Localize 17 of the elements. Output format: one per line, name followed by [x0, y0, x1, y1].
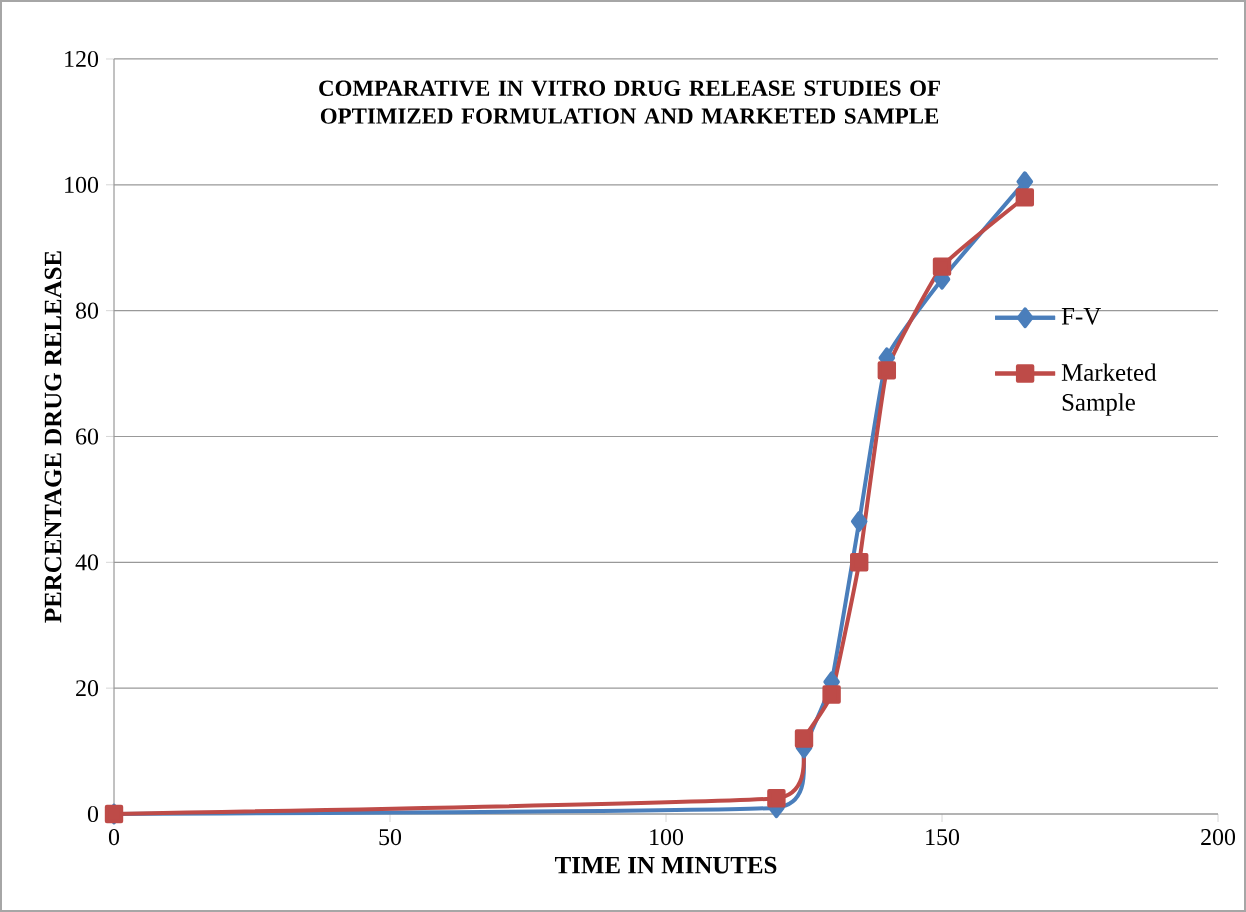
x-tick-label: 100 [650, 829, 684, 846]
y-tick-label: 80 [75, 302, 99, 319]
y-tick-label: 120 [65, 50, 99, 68]
y-tick-label: 20 [76, 680, 99, 697]
x-tick-label: 50 [379, 829, 402, 846]
legend-label: Marketed Sample [1061, 363, 1157, 416]
y-tick-label: 0 [87, 805, 99, 823]
y-tick-label: 100 [65, 176, 99, 193]
x-axis-title: TIME IN MINUTES [554, 856, 777, 874]
x-tick-label: 0 [108, 829, 120, 846]
y-tick-label: 40 [75, 554, 99, 571]
y-axis-title: PERCENTAGE DRUG RELEASE [44, 251, 62, 623]
x-tick-label: 200 [1201, 829, 1236, 846]
x-tick-label: 150 [926, 829, 960, 846]
text: COMPARATIVE IN VITRO DRUG RELEASE STUDIES OF OPTIMIZED FORMULATION AND MARKETED SAMPLE [319, 80, 940, 124]
legend-label: F-V [1061, 308, 1101, 325]
y-tick-label: 60 [76, 428, 99, 445]
